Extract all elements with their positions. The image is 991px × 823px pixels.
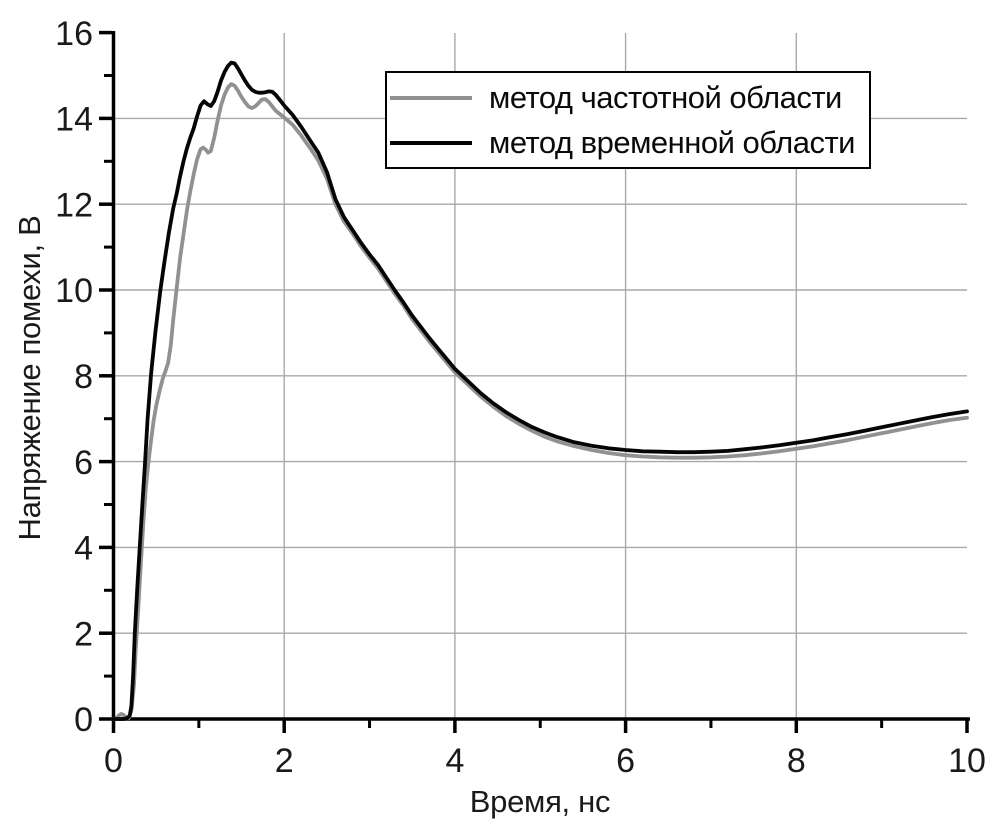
- y-tick-label: 16: [55, 15, 93, 53]
- y-tick-label: 12: [55, 186, 93, 224]
- legend-label-time-domain: метод временной области: [489, 124, 856, 160]
- y-axis-title: Напряжение помехи, В: [12, 215, 47, 541]
- x-tick-label: 10: [948, 742, 986, 780]
- y-tick-label: 14: [55, 101, 93, 139]
- series-curve-time-domain: [111, 60, 969, 721]
- y-tick-label: 0: [74, 701, 93, 739]
- x-tick-label: 4: [445, 742, 464, 780]
- series-curve-frequency-domain: [111, 82, 969, 721]
- legend-entry-frequency-domain: метод частотной области: [387, 76, 869, 120]
- y-tick-label: 6: [74, 444, 93, 482]
- x-tick-label: 8: [787, 742, 806, 780]
- legend-entry-time-domain: метод временной области: [387, 121, 869, 165]
- y-tick-label: 8: [74, 358, 93, 396]
- legend-line-sample-gray: [390, 95, 472, 100]
- x-tick-label: 6: [616, 742, 635, 780]
- legend-line-sample-black: [390, 140, 472, 145]
- y-tick-label: 10: [55, 272, 93, 310]
- x-tick-label: 0: [104, 742, 123, 780]
- legend-label-frequency-domain: метод частотной области: [489, 79, 842, 115]
- x-axis-title: Время, нс: [469, 784, 611, 819]
- legend-box: метод частотной области метод временной …: [385, 71, 871, 169]
- y-tick-label: 2: [74, 615, 93, 653]
- x-tick-label: 2: [275, 742, 294, 780]
- y-tick-label: 4: [74, 530, 93, 568]
